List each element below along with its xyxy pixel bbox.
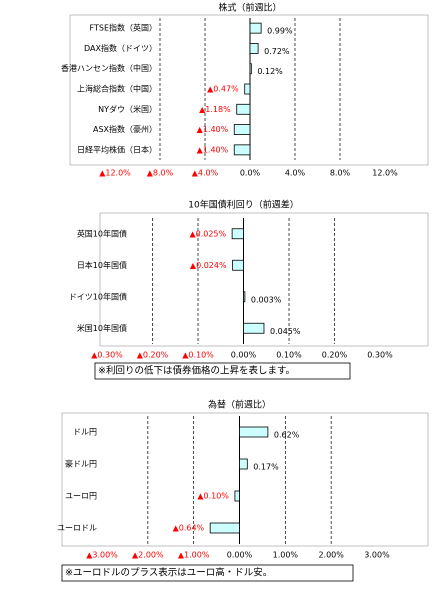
value-label: 0.12% bbox=[257, 67, 283, 76]
bar bbox=[243, 322, 265, 334]
x-tick-label: ▲3.00% bbox=[86, 551, 118, 560]
value-label: ▲0.47% bbox=[207, 85, 239, 94]
x-tick-label: ▲8.0% bbox=[147, 169, 174, 178]
x-tick-label: 3.00% bbox=[364, 551, 390, 560]
value-label: ▲0.64% bbox=[173, 524, 205, 533]
x-tick-label: 12.0% bbox=[372, 169, 398, 178]
bar bbox=[233, 124, 251, 135]
x-tick-label: ▲2.00% bbox=[132, 551, 164, 560]
note: ※ユーロドルのプラス表示はユーロ高・ドル安。 bbox=[65, 567, 272, 579]
value-label: ▲0.10% bbox=[197, 492, 229, 501]
bar bbox=[249, 43, 259, 54]
category-label: NYダウ（米国） bbox=[98, 104, 157, 114]
x-tick-label: 4.0% bbox=[285, 169, 306, 178]
x-tick-label: ▲1.00% bbox=[178, 551, 210, 560]
bar bbox=[249, 63, 252, 75]
chart-frame bbox=[61, 412, 429, 547]
category-label: ユーロドル bbox=[57, 524, 97, 533]
bar bbox=[232, 259, 244, 271]
chart-title: 10年国債利回り（前週差） bbox=[188, 199, 298, 211]
value-label: ▲0.024% bbox=[190, 261, 227, 270]
x-tick-label: ▲4.0% bbox=[192, 169, 219, 178]
category-label: 日経平均株価（日本） bbox=[77, 144, 157, 154]
value-label: ▲1.18% bbox=[199, 105, 231, 114]
note: ※利回りの低下は債券価格の上昇を表します。 bbox=[98, 365, 295, 377]
category-label: ドイツ10年国債 bbox=[69, 291, 127, 301]
x-tick-label: ▲0.30% bbox=[91, 351, 123, 360]
x-tick-label: ▲0.20% bbox=[137, 351, 169, 360]
bar bbox=[243, 291, 246, 303]
category-label: 米国10年国債 bbox=[77, 323, 127, 333]
value-label: ▲0.025% bbox=[189, 229, 226, 238]
x-tick-label: ▲0.10% bbox=[182, 351, 214, 360]
x-tick-label: 8.0% bbox=[330, 169, 351, 178]
bar bbox=[239, 426, 269, 438]
chart-frame bbox=[99, 212, 429, 347]
bar bbox=[244, 83, 251, 95]
value-label: 0.99% bbox=[267, 27, 293, 36]
bar bbox=[231, 228, 244, 240]
value-label: ▲1.40% bbox=[197, 125, 229, 134]
value-label: ▲1.40% bbox=[197, 145, 229, 154]
category-label: 豪ドル円 bbox=[65, 459, 97, 469]
value-label: 0.045% bbox=[270, 327, 301, 336]
note-box bbox=[61, 564, 354, 582]
value-label: 0.17% bbox=[253, 463, 279, 472]
x-tick-label: ▲12.0% bbox=[99, 169, 131, 178]
x-tick-label: 0.10% bbox=[276, 351, 302, 360]
category-label: 日本10年国債 bbox=[77, 260, 127, 270]
bar bbox=[249, 22, 262, 34]
x-tick-label: 0.20% bbox=[322, 351, 348, 360]
x-tick-label: 2.00% bbox=[318, 551, 344, 560]
x-tick-label: 0.00% bbox=[227, 551, 253, 560]
bar bbox=[209, 522, 240, 534]
x-tick-label: 0.30% bbox=[367, 351, 393, 360]
bar bbox=[239, 458, 248, 470]
chart-title: 為替（前週比） bbox=[208, 399, 271, 411]
note-box bbox=[94, 362, 351, 380]
category-label: FTSE指数（英国） bbox=[90, 23, 157, 33]
chart-title: 株式（前週比） bbox=[218, 2, 281, 14]
value-label: 0.003% bbox=[251, 295, 282, 304]
value-label: 0.62% bbox=[274, 431, 300, 440]
bar bbox=[236, 103, 251, 115]
category-label: 英国10年国債 bbox=[77, 228, 127, 238]
value-label: 0.72% bbox=[264, 47, 290, 56]
x-tick-label: 0.00% bbox=[231, 351, 257, 360]
x-tick-label: 0.0% bbox=[240, 169, 261, 178]
category-label: 香港ハンセン指数（中国） bbox=[61, 63, 157, 73]
bar bbox=[234, 490, 240, 502]
bar bbox=[233, 144, 251, 156]
chart-frame bbox=[69, 14, 429, 166]
category-label: ASX指数（豪州） bbox=[93, 124, 157, 134]
x-tick-label: 1.00% bbox=[273, 551, 299, 560]
category-label: DAX指数（ドイツ） bbox=[84, 43, 157, 53]
category-label: ドル円 bbox=[73, 428, 97, 437]
category-label: ユーロ円 bbox=[65, 492, 97, 501]
category-label: 上海総合指数（中国） bbox=[77, 84, 157, 94]
